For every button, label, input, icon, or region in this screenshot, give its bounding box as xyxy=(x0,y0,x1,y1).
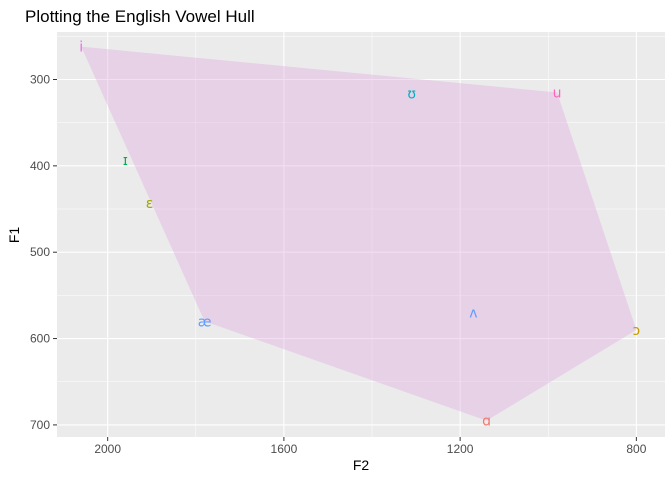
y-axis-title: F1 xyxy=(6,227,22,244)
x-tick-label: 1200 xyxy=(447,442,474,456)
x-axis-ticks: 2000 1600 1200 800 xyxy=(94,437,647,456)
vowel-points: i ɪ ɛ æ ʊ u ʌ ɔ ɑ xyxy=(79,40,640,430)
plot-panel xyxy=(57,32,665,437)
vowel-point: ɛ xyxy=(146,196,154,212)
vowel-point: ʌ xyxy=(469,306,477,322)
y-tick-label: 400 xyxy=(30,159,50,173)
y-tick-label: 600 xyxy=(30,332,50,346)
x-tick-label: 1600 xyxy=(271,442,298,456)
y-tick-label: 300 xyxy=(30,72,50,86)
vowel-point: ɑ xyxy=(482,414,491,430)
vowel-point: ʊ xyxy=(407,86,416,102)
vowel-point: ɔ xyxy=(633,323,641,339)
x-tick-label: 800 xyxy=(626,442,646,456)
chart-title: Plotting the English Vowel Hull xyxy=(25,7,255,26)
vowel-point: æ xyxy=(198,314,212,330)
x-tick-label: 2000 xyxy=(94,442,121,456)
vowel-hull-polygon xyxy=(81,46,637,421)
vowel-point: i xyxy=(79,40,83,56)
vowel-point: u xyxy=(553,85,562,101)
grid-major xyxy=(57,32,665,437)
y-tick-label: 700 xyxy=(30,418,50,432)
vowel-point: ɪ xyxy=(123,153,128,169)
x-axis-title: F2 xyxy=(353,457,370,473)
y-axis-ticks: 300 400 500 600 700 xyxy=(30,72,57,432)
grid-minor xyxy=(57,32,665,437)
y-tick-label: 500 xyxy=(30,245,50,259)
